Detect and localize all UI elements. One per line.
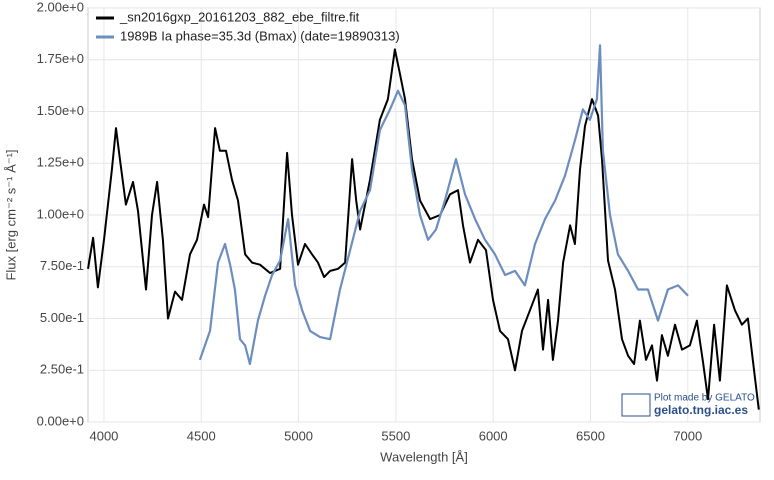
y-tick-label: 2.50e-1 bbox=[40, 362, 84, 377]
y-axis-label: Flux [erg cm⁻² s⁻¹ Å⁻¹] bbox=[3, 149, 18, 280]
x-tick-label: 6000 bbox=[479, 428, 508, 443]
y-tick-label: 7.50e-1 bbox=[40, 258, 84, 273]
watermark-text: Plot made by GELATO bbox=[654, 393, 755, 404]
legend-label: _sn2016gxp_20161203_882_ebe_filtre.fit bbox=[119, 9, 360, 24]
y-tick-label: 1.00e+0 bbox=[37, 206, 84, 221]
grid bbox=[88, 7, 760, 423]
x-tick-label: 5500 bbox=[381, 428, 410, 443]
x-tick-label: 6500 bbox=[576, 428, 605, 443]
x-tick-label: 7000 bbox=[673, 428, 702, 443]
x-axis-label: Wavelength [Å] bbox=[380, 449, 468, 464]
y-tick-label: 1.50e+0 bbox=[37, 103, 84, 118]
watermark: Plot made by GELATO gelato.tng.iac.es bbox=[621, 393, 755, 417]
y-tick-label: 1.75e+0 bbox=[37, 51, 84, 66]
series-line bbox=[198, 44, 689, 366]
watermark-logo bbox=[621, 393, 651, 417]
x-tick-label: 5000 bbox=[284, 428, 313, 443]
x-tick-label: 4000 bbox=[89, 428, 118, 443]
y-tick-label: 2.00e+0 bbox=[37, 0, 84, 14]
watermark-url: gelato.tng.iac.es bbox=[654, 403, 748, 417]
y-tick-label: 0.00e+0 bbox=[37, 413, 84, 428]
x-tick-label: 4500 bbox=[187, 428, 216, 443]
y-tick-label: 1.25e+0 bbox=[37, 155, 84, 170]
series-line bbox=[87, 48, 760, 410]
y-tick-label: 5.00e-1 bbox=[40, 310, 84, 325]
legend-label: 1989B Ia phase=35.3d (Bmax) (date=198903… bbox=[120, 28, 400, 43]
